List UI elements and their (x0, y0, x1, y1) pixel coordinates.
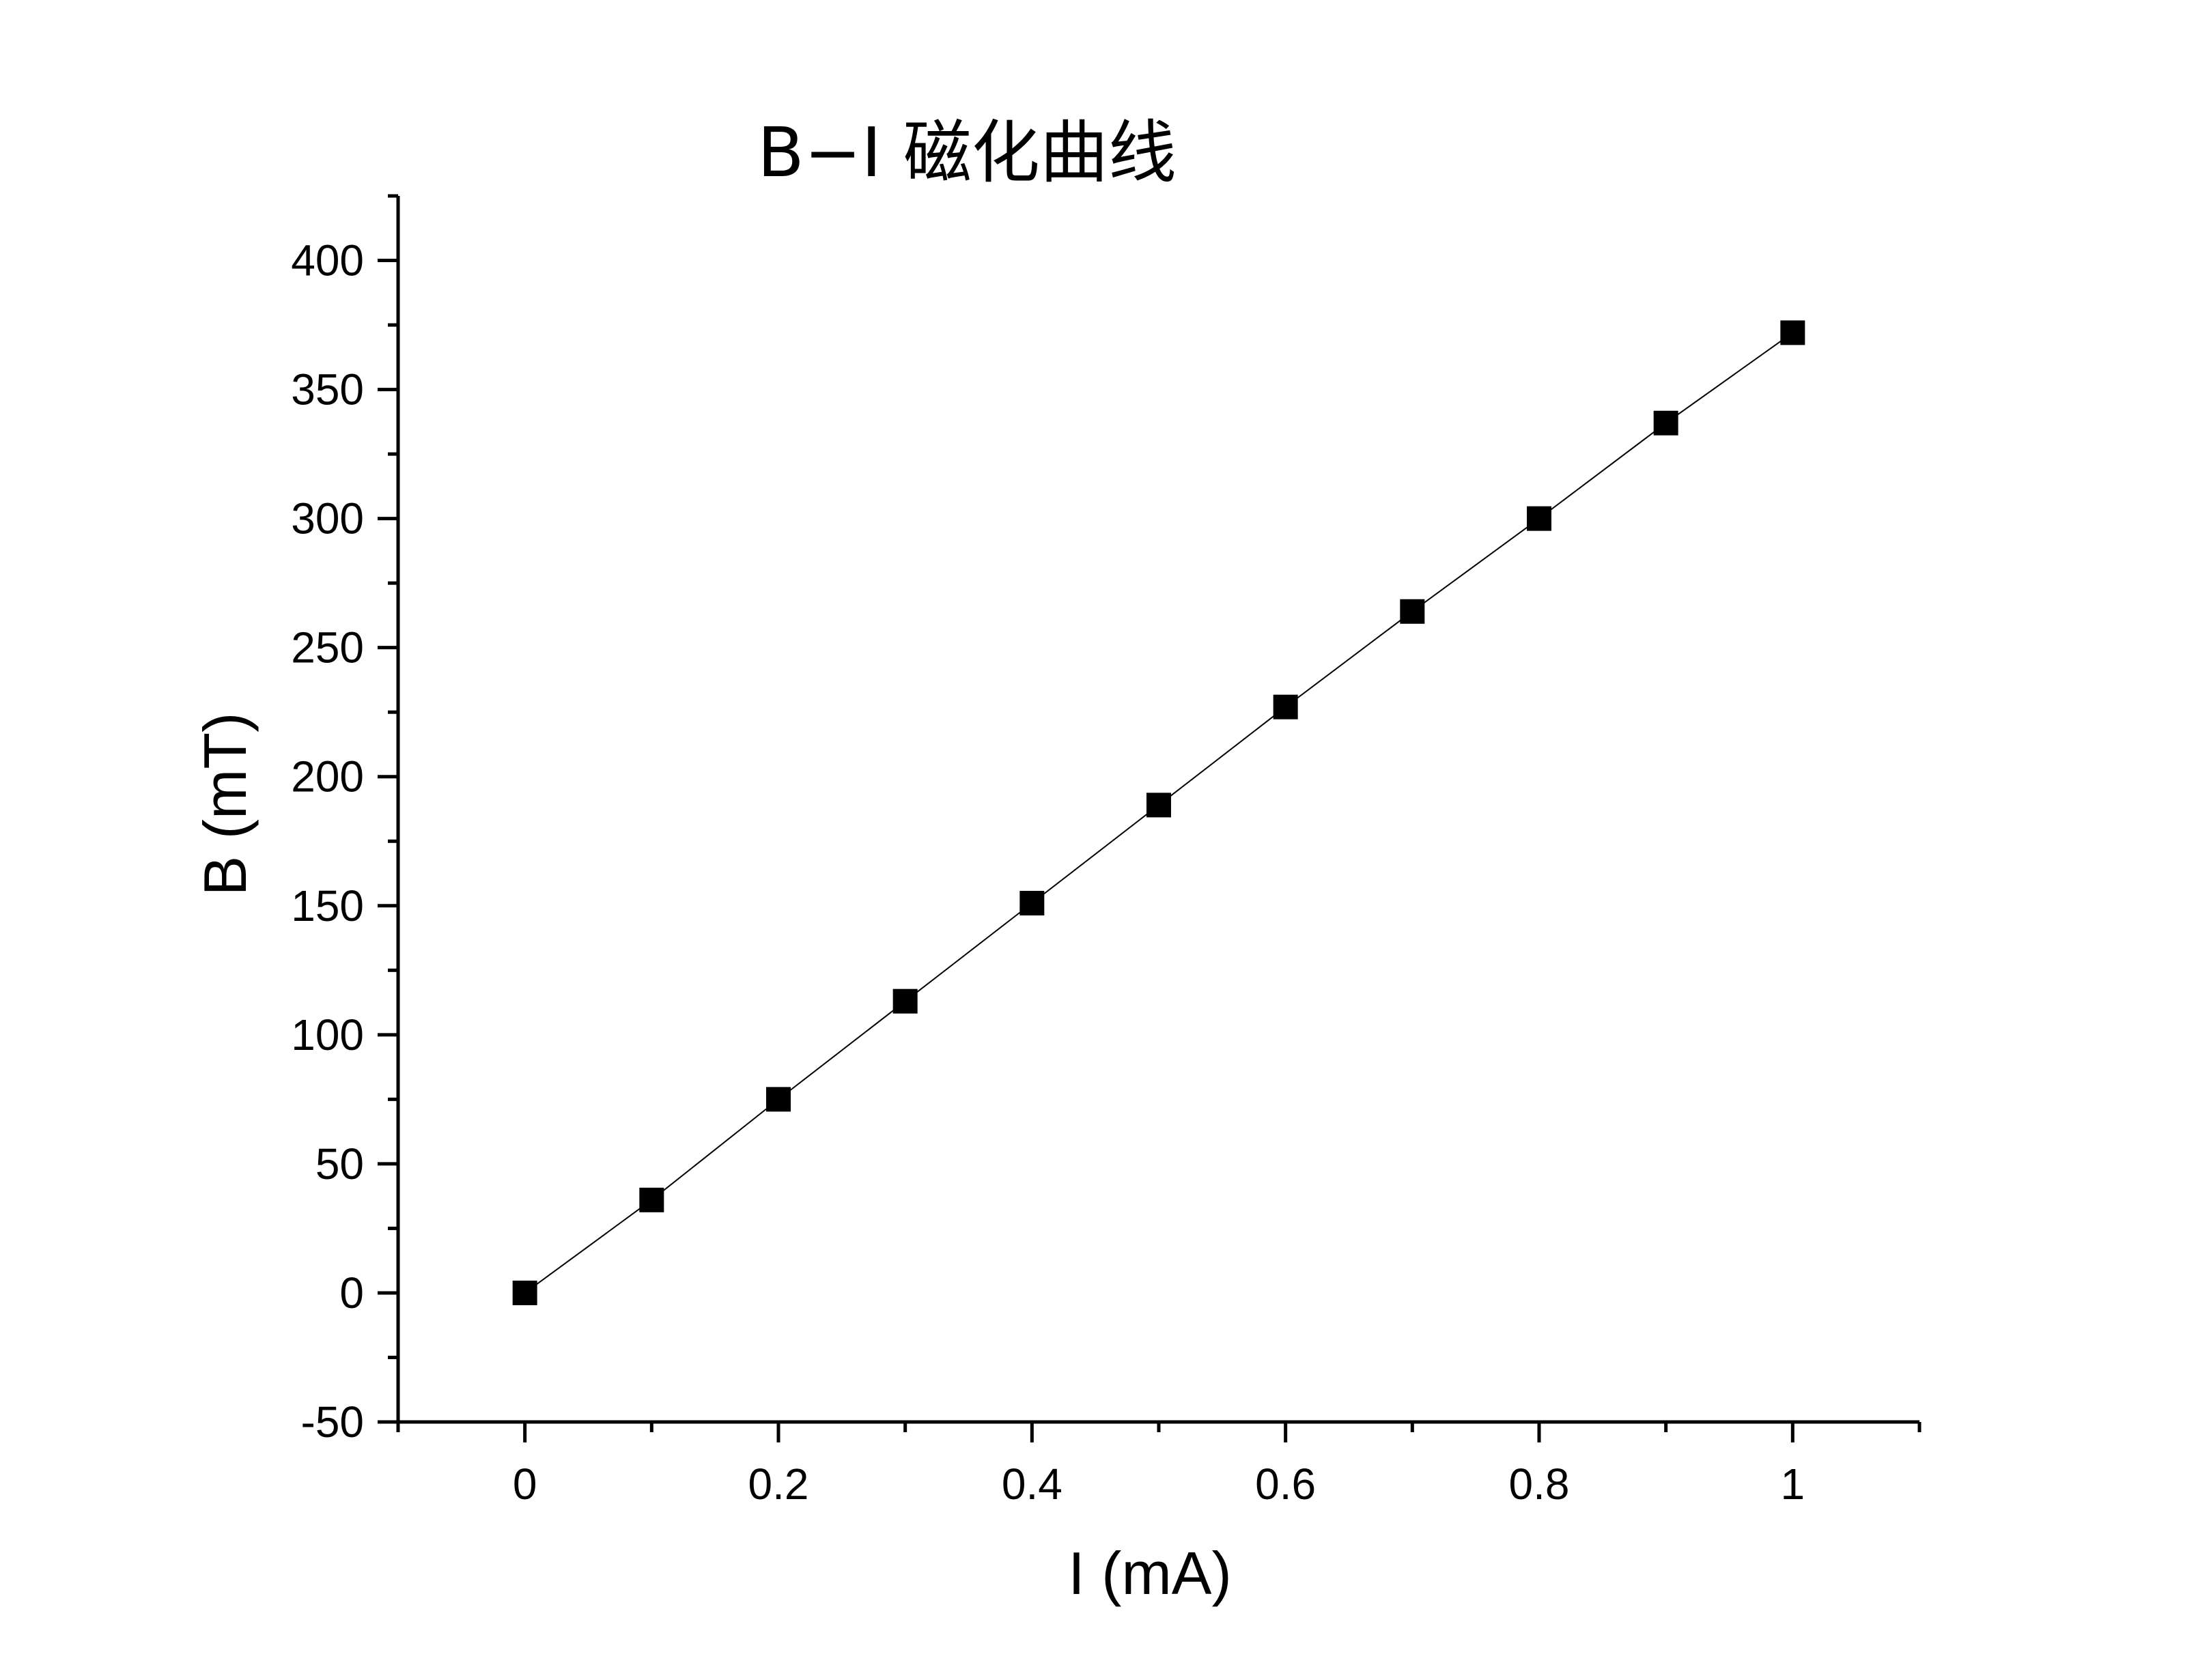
y-tick-label: 0 (339, 1268, 364, 1318)
data-point-marker (1527, 507, 1551, 531)
data-point-marker (513, 1281, 537, 1305)
data-point-marker (893, 989, 918, 1014)
plot-series (513, 320, 1805, 1305)
data-point-marker (1780, 320, 1805, 345)
data-point-marker (639, 1188, 664, 1212)
y-axis-label: B (mT) (191, 713, 259, 896)
y-axis-ticks: -50 0 50 100 150 200 250 300 350 400 (291, 196, 398, 1447)
data-point-marker (1273, 695, 1298, 720)
x-axis-ticks: 0 0.2 0.4 0.6 0.8 1 (398, 1422, 1919, 1509)
x-tick-label: 0.6 (1255, 1460, 1316, 1509)
y-tick-label: -50 (301, 1397, 365, 1447)
data-point-marker (1654, 411, 1678, 436)
x-tick-label: 0 (513, 1460, 537, 1509)
data-point-marker (766, 1087, 791, 1111)
y-tick-label: 150 (291, 881, 364, 930)
x-axis-label: I (mA) (1068, 1539, 1232, 1607)
y-tick-label: 300 (291, 494, 364, 543)
x-tick-label: 1 (1781, 1460, 1805, 1509)
data-point-marker (1400, 599, 1424, 624)
y-tick-label: 400 (291, 236, 364, 285)
x-tick-label: 0.4 (1002, 1460, 1062, 1509)
y-tick-label: 50 (315, 1139, 364, 1188)
y-tick-label: 350 (291, 365, 364, 414)
y-tick-label: 200 (291, 752, 364, 801)
y-tick-label: 100 (291, 1010, 364, 1059)
data-point-marker (1019, 891, 1044, 915)
y-tick-label: 250 (291, 623, 364, 672)
x-tick-label: 0.2 (748, 1460, 809, 1509)
chart-title: B−I 磁化曲线 (757, 113, 1177, 193)
data-point-marker (1146, 793, 1171, 817)
axes: -50 0 50 100 150 200 250 300 350 400 0 0.2 0.4 0.6 0.… (291, 196, 1919, 1509)
x-tick-label: 0.8 (1509, 1460, 1570, 1509)
